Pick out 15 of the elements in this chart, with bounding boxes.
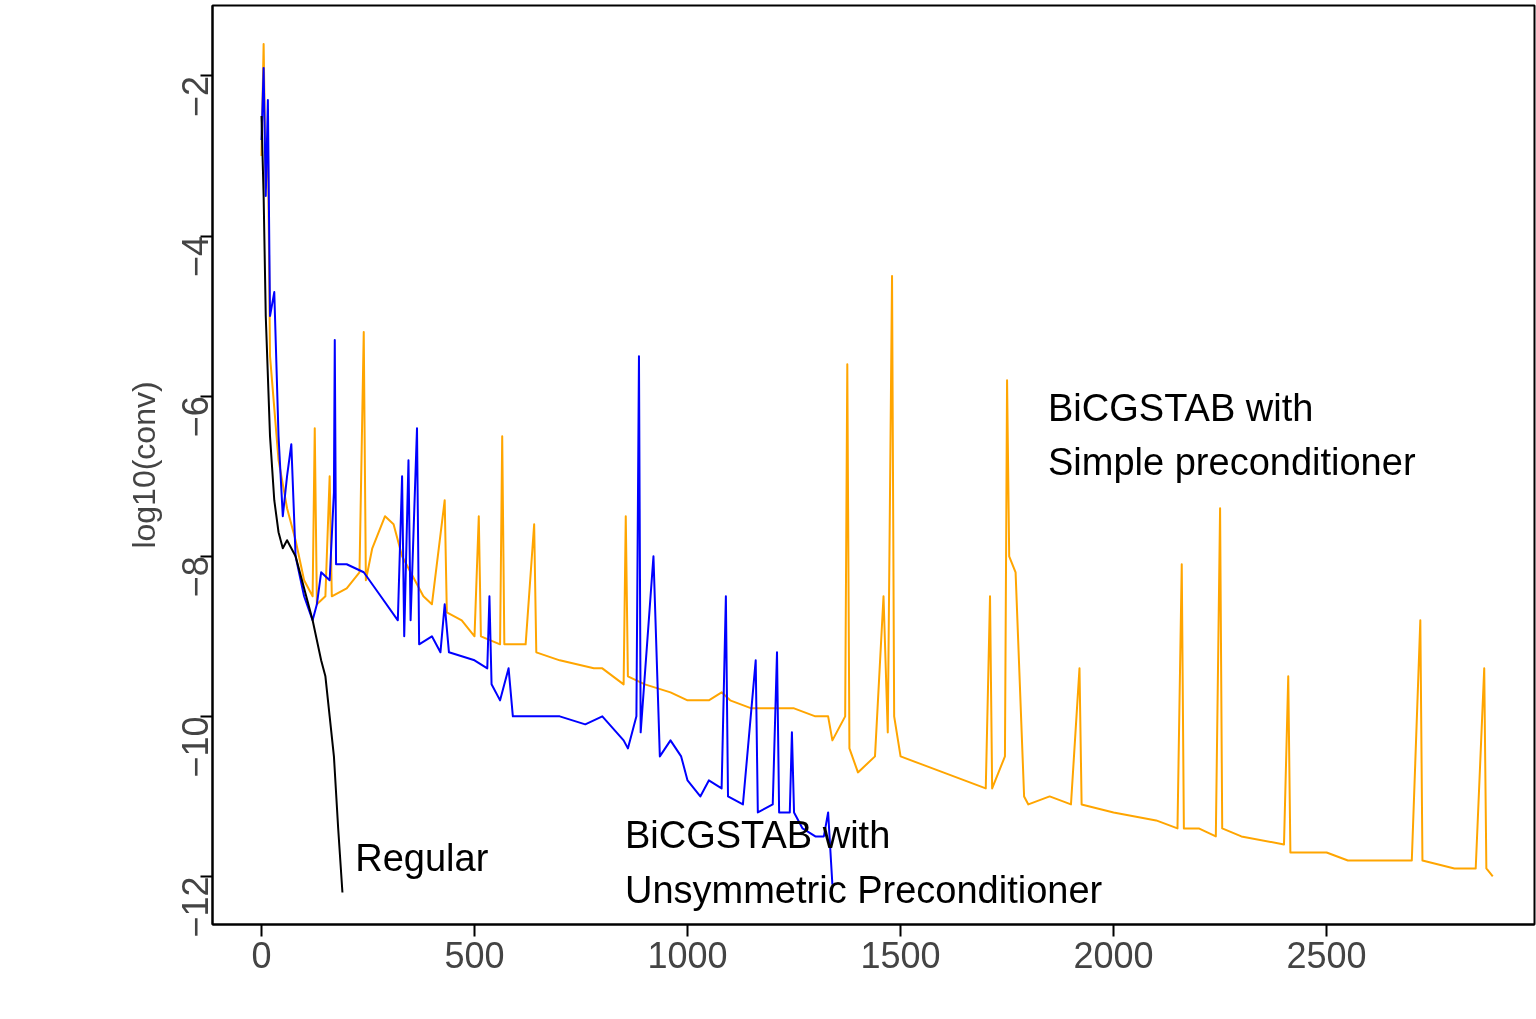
x-tick-label: 1000 [647, 934, 728, 976]
y-tick-label: −6 [175, 396, 217, 438]
x-tick-label: 1500 [860, 934, 941, 976]
y-tick-label: −2 [175, 75, 217, 117]
x-tick-label: 500 [444, 934, 505, 976]
x-tick-label: 0 [251, 934, 272, 976]
y-tick-label: −8 [175, 556, 217, 598]
x-tick-label: 2000 [1073, 934, 1154, 976]
x-tick-label: 2500 [1286, 934, 1367, 976]
annotation: BiCGSTAB with Simple preconditioner [1048, 386, 1416, 484]
y-tick-label: −12 [175, 876, 217, 938]
y-tick-label: −4 [175, 236, 217, 278]
annotation: Regular [355, 837, 489, 880]
y-tick-label: −10 [175, 716, 217, 778]
y-axis-title: log10(conv) [125, 381, 162, 549]
